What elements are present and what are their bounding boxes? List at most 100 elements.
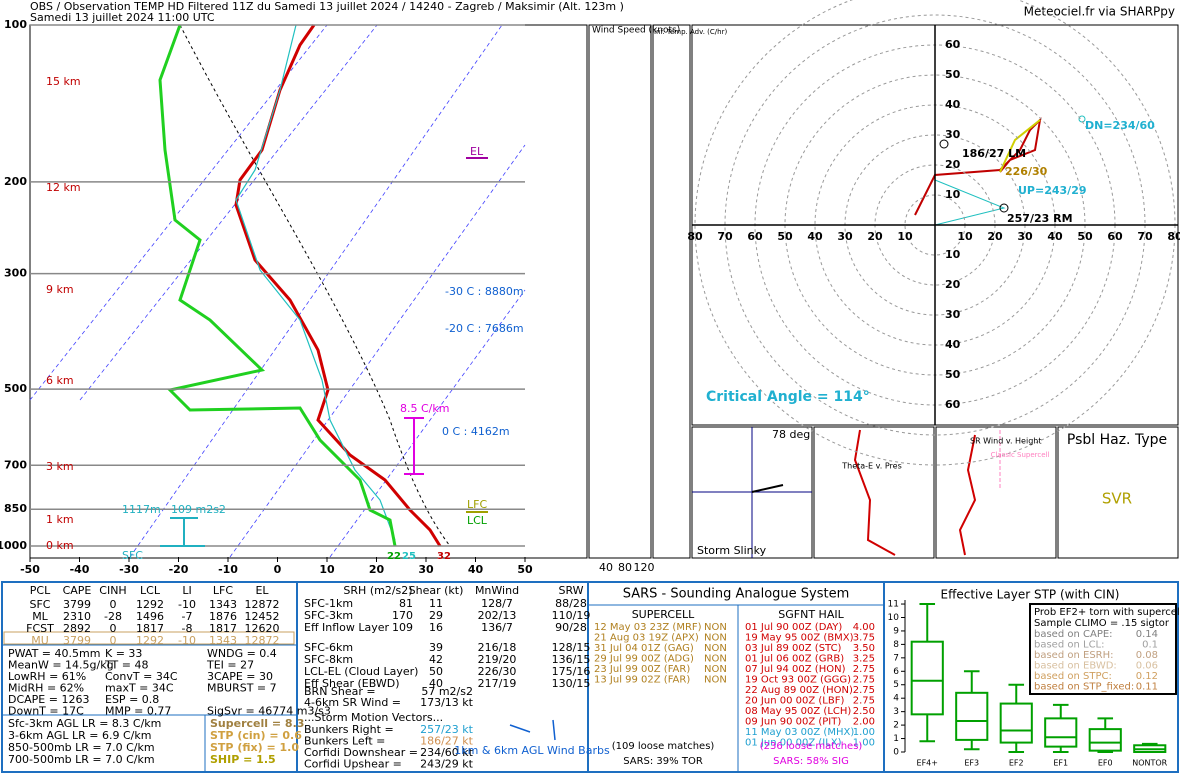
param: SigSvr = 46774 m3/s3 [207, 705, 331, 718]
chart-title: Effective Layer STP (with CIN) [941, 588, 1120, 602]
hodo-trace [914, 117, 1042, 216]
param: MeanW = 14.5g/kg [8, 659, 114, 672]
hodo-tick: 70 [717, 230, 733, 243]
param: WNDG = 0.4 [207, 647, 277, 660]
kin-value: 186/27 kt [420, 735, 474, 748]
sars-match: 3.75 [853, 633, 875, 644]
parcel-cell: 1817 [209, 622, 237, 635]
kin-cell: 50 [429, 665, 443, 678]
hodo-tick: 40 [1047, 230, 1063, 243]
up-label: UP=243/29 [1018, 184, 1087, 197]
box [910, 640, 944, 716]
kin-cell: 29 [429, 609, 443, 622]
parcel-header: PCL [30, 584, 51, 597]
kin-header: Shear (kt) [409, 584, 464, 597]
parcel-cell: 1292 [136, 598, 164, 611]
dewpoint-profile [158, 24, 397, 547]
y-tick-label: 1 [893, 734, 899, 744]
parcel-cell: 1292 [136, 634, 164, 647]
sars-match: 1.00 [853, 727, 875, 738]
y-tick-label: 8 [893, 640, 899, 650]
parcel-cell: -7 [182, 610, 193, 623]
legend-row: based on EBWD: [1034, 661, 1117, 672]
height-label: 15 km [46, 75, 81, 88]
parcel-cell: 12452 [245, 610, 280, 623]
mean-wind-label: 226/30 [1005, 165, 1048, 178]
kin-label: Eff Inflow Layer [304, 621, 390, 634]
lapse-label: 8.5 C/km [400, 402, 449, 415]
kin-cell: 136/7 [481, 621, 513, 634]
parcel-cell: 1343 [209, 634, 237, 647]
dn-marker [1078, 115, 1086, 123]
kin-cell: 88/28 [555, 597, 587, 610]
legend-value: 0.1 [1142, 640, 1158, 651]
sars-match: 19 Oct 93 00Z (GGG) [745, 675, 851, 686]
hodo-tick: 10 [897, 230, 913, 243]
height-label: 6 km [46, 374, 74, 387]
kin-cell: 39 [429, 641, 443, 654]
pressure-label: 700 [4, 458, 27, 471]
kin-label: Corfidi Upshear = [304, 758, 402, 771]
y-tick-label: 7 [893, 653, 899, 663]
sars-match: NON [704, 654, 727, 665]
sars-loose: (109 loose matches) [612, 741, 715, 752]
hodo-tick: 50 [1077, 230, 1093, 243]
parcel-cell: 2892 [63, 622, 91, 635]
srwind-frame [935, 426, 1057, 559]
param: MBURST = 7 [207, 682, 277, 695]
x-tick-label: EF0 [1098, 759, 1113, 768]
lapse-rate: 3-6km AGL LR = 6.9 C/km [8, 729, 151, 742]
parcel-header: LFC [213, 584, 233, 597]
sars-match: 2.50 [853, 706, 875, 717]
parcel-cell: 2310 [63, 610, 91, 623]
hodo-tick: 60 [945, 38, 961, 51]
hodo-tick: 30 [1017, 230, 1033, 243]
kin-cell: 90/28 [555, 621, 587, 634]
index: SHIP = 1.5 [210, 753, 276, 766]
motion-title: ...Storm Motion Vectors... [304, 711, 443, 724]
hodo-tick: 20 [945, 278, 961, 291]
isotherm-label: 0 C : 4162m [442, 425, 510, 438]
kin-cell: 16 [429, 621, 443, 634]
param: 3CAPE = 30 [207, 670, 273, 683]
kin-cell: 109 [392, 621, 413, 634]
parcel-cell: 12872 [245, 598, 280, 611]
pressure-label: 850 [4, 502, 27, 515]
kin-header: SRH (m2/s2) [343, 584, 412, 597]
kin-label: SFC-8km [304, 653, 353, 666]
kin-label: BRN Shear = [304, 685, 376, 698]
param: MidRH = 62% [8, 682, 84, 695]
parcel-cell: 1876 [209, 610, 237, 623]
sars-match: NON [704, 633, 727, 644]
sars-match: 21 Aug 03 19Z (APX) [594, 633, 699, 644]
param: MMP = 0.77 [105, 705, 171, 718]
kin-value: 234/60 kt [420, 746, 474, 759]
lapse-rate: Sfc-3km AGL LR = 8.3 C/km [8, 717, 161, 730]
y-tick-label: 6 [893, 667, 899, 677]
legend-row: based on CAPE: [1034, 629, 1113, 640]
wind-tick: 40 [599, 561, 613, 574]
stp-legend-box [1029, 603, 1177, 695]
hodo-tick: 80 [1167, 230, 1180, 243]
box [1044, 717, 1078, 748]
subtitle: Samedi 13 juillet 2024 11:00 UTC [30, 11, 215, 24]
kin-cell: 217/19 [478, 677, 517, 690]
legend-title: Prob EF2+ torn with supercell [1034, 607, 1180, 618]
rm-marker [999, 203, 1009, 213]
y-tick-label: 4 [893, 694, 899, 704]
legend-row: based on STPC: [1034, 671, 1112, 682]
parcel-header: CINH [99, 584, 126, 597]
hodo-tick: 80 [687, 230, 703, 243]
param: LowRH = 61% [8, 670, 86, 683]
sars-match: 22 Aug 89 00Z (HON) [745, 685, 853, 696]
sars-match: 3.25 [853, 654, 875, 665]
param: DCAPE = 1263 [8, 693, 89, 706]
hodo-tick: 50 [945, 368, 961, 381]
hodo-tick: 20 [987, 230, 1003, 243]
parcel-cell: -10 [178, 598, 196, 611]
sars-header: SGFNT HAIL [778, 608, 844, 621]
hodo-tick: 30 [945, 308, 961, 321]
x-tick-label: NONTOR [1132, 759, 1167, 768]
sars-result: SARS: 39% TOR [623, 756, 703, 767]
